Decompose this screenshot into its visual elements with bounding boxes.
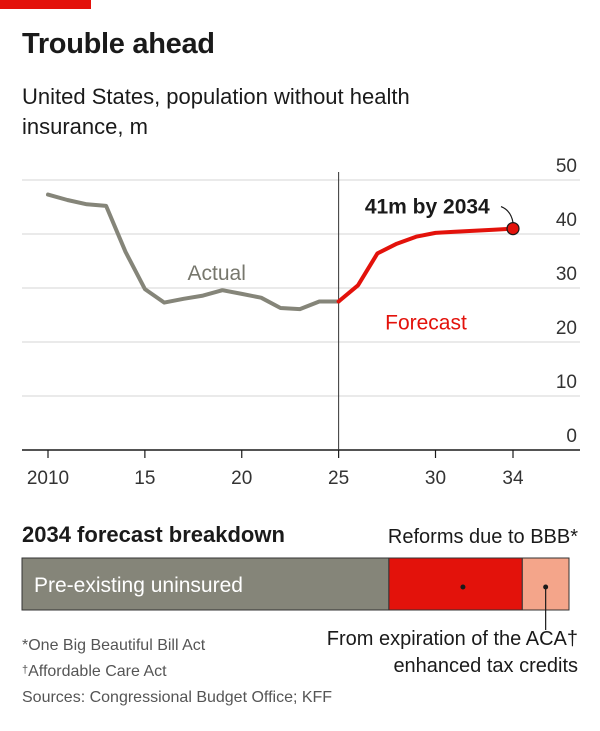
y-tick-label: 0: [566, 426, 577, 447]
dagger-symbol: †: [22, 664, 29, 676]
y-tick-label: 50: [556, 156, 577, 177]
sources: Sources: Congressional Budget Office; KF…: [22, 689, 333, 706]
forecast-end-marker: [506, 222, 520, 236]
grid-lines: [22, 179, 580, 451]
breakdown-bar: [21, 557, 570, 611]
x-tick-label: 25: [328, 468, 349, 489]
forecast-series-label: Forecast: [385, 312, 467, 335]
bbb-segment-label: Reforms due to BBB*: [388, 526, 578, 548]
x-tick-label: 30: [425, 468, 446, 489]
bbb-leader-dot: [460, 584, 466, 590]
y-axis: 0 10 20 30 40 50: [556, 156, 577, 447]
actual-series-label: Actual: [188, 262, 246, 285]
footnote-bbb: *One Big Beautiful Bill Act: [22, 637, 206, 654]
y-tick-label: 10: [556, 372, 577, 393]
breakdown-title: 2034 forecast breakdown: [22, 522, 285, 547]
brand-tag: [0, 0, 91, 9]
actual-line: [46, 192, 341, 312]
y-tick-label: 20: [556, 318, 577, 339]
y-tick-label: 30: [556, 264, 577, 285]
chart-title: Trouble ahead: [22, 28, 215, 60]
series-lines: [46, 172, 515, 450]
chart-subtitle: United States, population without health…: [22, 84, 410, 139]
x-tick-label: 20: [231, 468, 252, 489]
footnotes: *One Big Beautiful Bill Act †Affordable …: [22, 633, 332, 711]
annotation-leader: [500, 206, 514, 223]
segment-bbb: [388, 557, 523, 611]
footnote-aca: †Affordable Care Act: [22, 663, 167, 680]
annotation-label: 41m by 2034: [365, 195, 490, 218]
pre-existing-segment-label: Pre-existing uninsured: [34, 574, 243, 597]
x-tick-label: 34: [502, 468, 524, 489]
x-tick-label: 2010: [27, 468, 69, 489]
forecast-line: [336, 226, 515, 304]
x-tick-label: 15: [134, 468, 155, 489]
aca-segment-label-line2: enhanced tax credits: [393, 655, 578, 677]
x-axis: 2010 15 20 25 30 34: [27, 450, 524, 489]
aca-segment-label-line1: From expiration of the ACA†: [327, 628, 578, 650]
y-tick-label: 40: [556, 210, 577, 231]
